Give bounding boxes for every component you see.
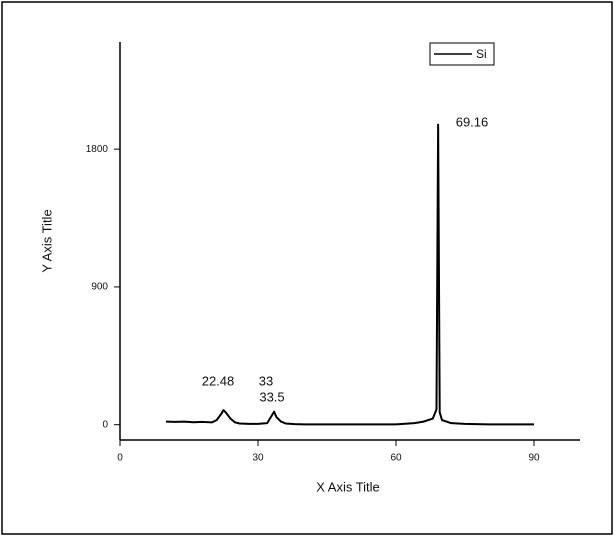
- legend-label: Si: [476, 47, 487, 61]
- y-tick-label: 0: [102, 419, 108, 430]
- annotation: 33.5: [259, 389, 284, 404]
- annotation: 22.48: [202, 373, 235, 388]
- x-axis-title: X Axis Title: [316, 479, 380, 494]
- x-tick-label: 60: [390, 453, 402, 464]
- y-tick-label: 900: [91, 282, 108, 293]
- x-tick-label: 0: [117, 453, 123, 464]
- data-line: [165, 123, 534, 426]
- y-axis-title: Y Axis Title: [39, 209, 54, 272]
- annotation: 33: [259, 373, 273, 388]
- x-tick-label: 90: [528, 453, 540, 464]
- x-tick-label: 30: [252, 453, 264, 464]
- y-tick-label: 1800: [86, 144, 109, 155]
- annotation: 69.16: [456, 114, 489, 129]
